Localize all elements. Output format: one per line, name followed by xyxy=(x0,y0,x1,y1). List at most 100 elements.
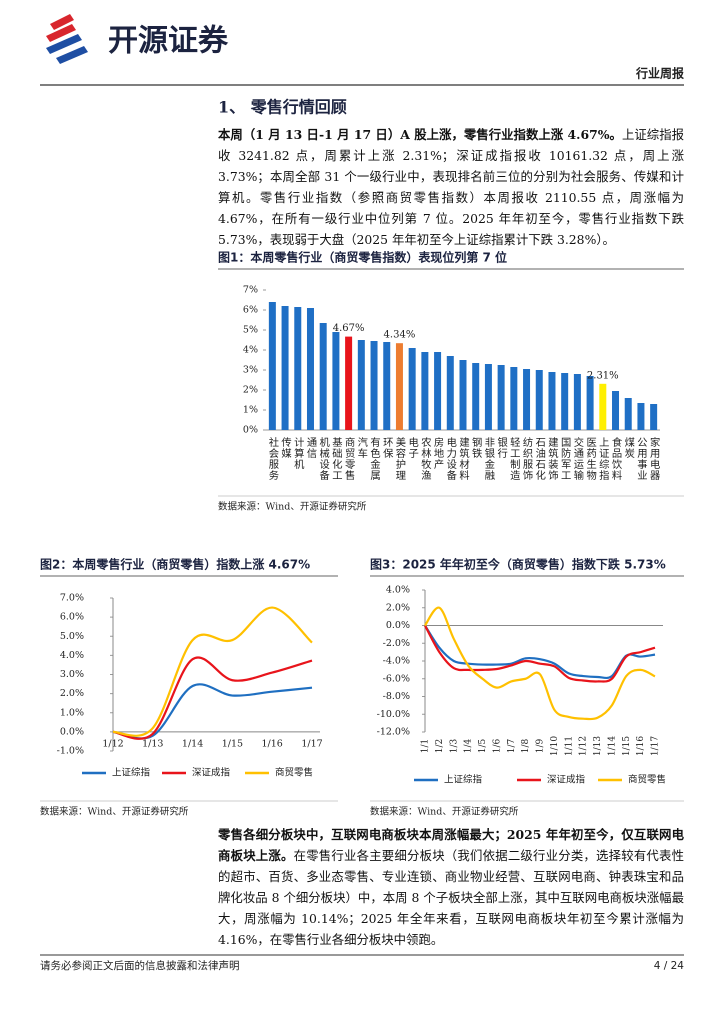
x-tick-label: 1/5 xyxy=(478,738,488,753)
bar xyxy=(637,403,645,430)
line-series xyxy=(424,606,656,721)
x-tick-label: 1/17 xyxy=(651,736,661,756)
x-tick-label: 基础化工 xyxy=(330,436,342,481)
y-tick-label: 1.0% xyxy=(60,707,84,718)
x-tick-label: 机械设备 xyxy=(317,436,329,481)
bar xyxy=(523,369,531,430)
x-tick-label: 1/15 xyxy=(622,736,632,756)
x-tick-label: 非银金融 xyxy=(482,437,494,481)
legend-label: 深证成指 xyxy=(192,767,231,779)
value-label: 4.34% xyxy=(384,330,416,341)
paragraph: 零售各细分板块中，互联网电商板块本周涨幅最大；2025 年年初至今，仅互联网电商… xyxy=(218,824,684,950)
bar xyxy=(357,340,365,430)
x-tick-label: 1/11 xyxy=(564,736,574,756)
y-tick-label: 4.0% xyxy=(386,585,410,596)
legend-label: 商贸零售 xyxy=(628,774,666,786)
y-tick-label: 0.0% xyxy=(386,620,410,631)
figure-caption: 图1：本周零售行业（商贸零售指数）表现位列第 7 位 xyxy=(218,250,507,265)
bar xyxy=(612,391,620,430)
figure-source: 数据来源：Wind、开源证券研究所 xyxy=(218,501,367,513)
x-tick-label: 建筑装饰 xyxy=(546,436,558,481)
x-tick-label: 银行 xyxy=(495,436,507,459)
value-label: 4.67% xyxy=(333,323,365,334)
x-tick-label: 1/10 xyxy=(550,736,560,756)
y-tick-label: -4.0% xyxy=(383,656,410,667)
x-tick-label: 1/17 xyxy=(301,738,322,749)
legend-label: 商贸零售 xyxy=(275,767,313,779)
x-tick-label: 1/14 xyxy=(607,736,617,756)
bar xyxy=(281,306,289,430)
x-tick-label: 1/9 xyxy=(536,738,546,753)
x-tick-label: 1/1 xyxy=(421,739,431,753)
x-tick-label: 传媒 xyxy=(279,437,291,459)
x-tick-label: 交通运输 xyxy=(571,436,583,481)
y-tick-label: -2.0% xyxy=(383,638,410,649)
bar xyxy=(370,341,378,430)
x-tick-label: 公用事业 xyxy=(635,437,647,481)
x-tick-label: 1/12 xyxy=(102,738,123,749)
y-tick-label: -8.0% xyxy=(383,691,410,702)
y-tick-label: -12.0% xyxy=(377,727,410,738)
x-tick-label: 家用电器 xyxy=(648,436,660,481)
bar xyxy=(586,376,594,430)
legend-label: 深证成指 xyxy=(547,774,586,786)
paragraph-body: 上证综指报收 3241.82 点，周累计上涨 2.31%；深证成指报收 1016… xyxy=(218,127,684,247)
line-series xyxy=(424,624,656,680)
x-tick-label: 1/12 xyxy=(579,736,589,756)
x-tick-label: 1/2 xyxy=(435,739,445,753)
x-tick-label: 1/15 xyxy=(222,738,243,749)
y-tick-label: 3.0% xyxy=(60,669,84,680)
line-series xyxy=(112,683,313,740)
x-tick-label: 通信 xyxy=(304,437,316,459)
y-tick-label: 0% xyxy=(243,425,258,436)
page-number: 4 / 24 xyxy=(654,960,685,972)
bar xyxy=(319,323,327,430)
x-tick-label: 社会服务 xyxy=(266,436,278,481)
x-tick-label: 上证综指 xyxy=(597,437,609,481)
x-tick-label: 1/16 xyxy=(636,736,646,756)
x-tick-label: 环保 xyxy=(381,437,393,459)
y-tick-label: 4.0% xyxy=(60,650,84,661)
y-tick-label: -6.0% xyxy=(383,673,410,684)
x-tick-label: 农林牧渔 xyxy=(419,436,431,481)
x-tick-label: 美容护理 xyxy=(393,436,405,481)
x-tick-label: 1/13 xyxy=(593,736,603,756)
bar xyxy=(510,367,518,430)
x-tick-label: 煤炭 xyxy=(622,436,634,459)
bar xyxy=(548,372,556,430)
figure-source: 数据来源：Wind、开源证券研究所 xyxy=(370,806,519,818)
paragraph-lead: 零售各细分板块中，互联网电商板块本周涨幅最大；2025 年年初至今，仅互联网电商… xyxy=(218,827,684,863)
line-series xyxy=(112,606,313,737)
bar xyxy=(561,373,569,430)
x-tick-label: 1/16 xyxy=(262,738,283,749)
figure-source: 数据来源：Wind、开源证券研究所 xyxy=(40,806,189,818)
bar xyxy=(650,404,658,430)
x-tick-label: 食品饮料 xyxy=(610,436,622,481)
x-tick-label: 国防军工 xyxy=(559,437,571,481)
y-tick-label: 6.0% xyxy=(60,612,84,623)
disclaimer: 请务必参阅正文后面的信息披露和法律声明 xyxy=(40,959,240,972)
x-tick-label: 计算机 xyxy=(292,436,304,470)
x-tick-label: 1/6 xyxy=(492,738,502,753)
y-tick-label: 6% xyxy=(243,305,258,316)
line-series xyxy=(112,656,313,740)
y-tick-label: 7% xyxy=(243,285,258,296)
y-tick-label: 5.0% xyxy=(60,631,84,642)
report-type: 行业周报 xyxy=(635,66,684,81)
y-tick-label: 2% xyxy=(243,385,258,396)
y-tick-label: 1% xyxy=(243,405,258,416)
x-tick-label: 1/8 xyxy=(521,738,531,753)
bar xyxy=(408,348,416,430)
figure-caption: 图2：本周零售行业（商贸零售）指数上涨 4.67% xyxy=(40,557,310,572)
figure-caption: 图3：2025 年年初至今（商贸零售）指数下跌 5.73% xyxy=(370,557,666,572)
x-tick-label: 钢铁 xyxy=(470,436,482,459)
y-tick-label: 2.0% xyxy=(60,688,84,699)
x-tick-label: 轻工制造 xyxy=(508,436,520,481)
section-title: 1、 零售行情回顾 xyxy=(218,98,347,117)
bar xyxy=(345,336,353,430)
bar xyxy=(383,342,391,430)
x-tick-label: 电子 xyxy=(406,436,418,459)
x-tick-label: 1/7 xyxy=(507,738,517,753)
